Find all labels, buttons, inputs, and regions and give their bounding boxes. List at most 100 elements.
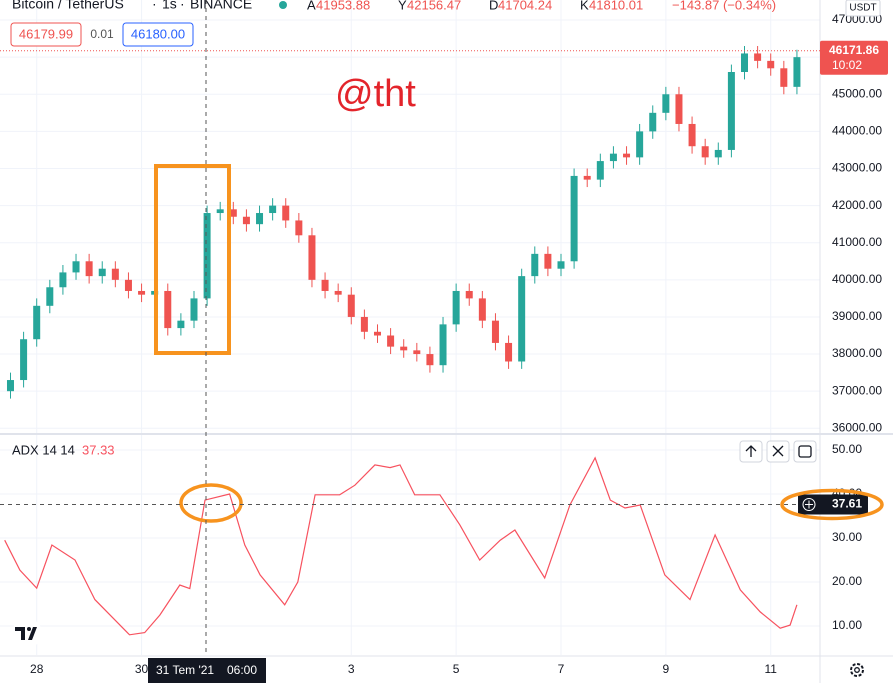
candle-body (413, 350, 421, 355)
candle-body (465, 290, 473, 299)
highlight-box (154, 164, 231, 355)
candle-body (741, 53, 749, 72)
symbol: Bitcoin / TetherUS (12, 0, 124, 12)
candle-body (321, 279, 329, 291)
candle-body (400, 346, 408, 351)
annotation: @tht (335, 73, 416, 115)
candle-body (229, 209, 237, 217)
candle-body (609, 153, 617, 162)
candle-body (662, 94, 670, 113)
candle-body (190, 298, 198, 321)
sell-box[interactable] (10, 22, 82, 47)
y-tick-label: 38000.00 (832, 346, 882, 360)
status-dot (279, 1, 287, 9)
candle-body (269, 205, 277, 214)
y-tick-label: 39000.00 (832, 309, 882, 323)
grid: 36000.00 37000.00 38000.00 39000.00 40000.00… (0, 0, 882, 676)
y-tick-label: 43000.00 (832, 161, 882, 175)
gear-center (854, 667, 860, 673)
y-tick-label: 40000.00 (832, 272, 882, 286)
candle-body (308, 235, 316, 280)
crosshair-date: 31 Tem '21 (156, 663, 214, 677)
currency[interactable]: USDT (849, 3, 876, 14)
y-tick-label: 41000.00 (832, 235, 882, 249)
candle-body (242, 216, 250, 225)
last-price-label: 46171.86 (829, 43, 879, 57)
marks (4, 46, 801, 636)
maximize-button[interactable] (793, 440, 817, 463)
exchange: BINANCE (190, 0, 252, 12)
separator: · (180, 0, 185, 12)
candle-body (754, 53, 762, 61)
candle-body (138, 290, 146, 295)
candle-body (387, 335, 395, 347)
candle-body (675, 94, 683, 124)
ohlc-value: 41953.88 (316, 0, 370, 12)
buy-box[interactable] (122, 22, 194, 47)
y-tick-label: 20.00 (832, 574, 862, 588)
candle-body (72, 261, 80, 273)
candle-body (452, 290, 460, 325)
close-icon (772, 445, 784, 457)
highlight-ellipse (780, 488, 884, 521)
candle-body (518, 276, 526, 362)
ohlc-value: 42156.47 (407, 0, 461, 12)
buy-price[interactable]: 46180.00 (131, 26, 185, 41)
candle-body (216, 209, 224, 214)
candle-body (6, 380, 14, 392)
adx-line (4, 456, 798, 636)
crosshair-value-box (798, 494, 868, 515)
ohlc: A 41953.88 Y 42156.47 D 41704.24 K 41810.01 (307, 0, 643, 12)
gear-icon[interactable] (850, 663, 864, 677)
candle-body (701, 146, 709, 158)
y-tick-label: 50.00 (832, 442, 862, 456)
candle-body (33, 305, 41, 340)
candle-body (46, 287, 54, 306)
y-tick-label: 44000.00 (832, 124, 882, 138)
candle-body (544, 253, 552, 269)
interval: 1s (162, 0, 177, 12)
candle-body (491, 320, 499, 343)
ohlc-value: 41810.01 (589, 0, 643, 12)
candle-body (203, 213, 211, 299)
candle-body (531, 253, 539, 277)
candle-body (780, 68, 788, 87)
indicator-value: 37.33 (82, 442, 115, 457)
ohlc-key: A (307, 0, 316, 12)
sell-price[interactable]: 46179.99 (19, 26, 73, 41)
crosshair-time: 06:00 (227, 663, 257, 677)
candle-body (596, 161, 604, 180)
x-tick-label: 9 (663, 662, 670, 676)
candle-body (557, 261, 565, 269)
last-price-box (820, 40, 888, 75)
candle-body (623, 153, 631, 158)
tv-logo (12, 618, 42, 648)
candle-body (505, 342, 513, 362)
candle-body (282, 205, 290, 221)
crosshair-plus-icon (805, 500, 813, 509)
candle-body (439, 324, 447, 366)
maximize-icon (798, 445, 812, 458)
y-tick-label: 36000.00 (832, 420, 882, 434)
candle-body (360, 316, 368, 332)
y-tick-label: 42000.00 (832, 198, 882, 212)
candle-body (295, 220, 303, 236)
candle-body (20, 339, 28, 381)
candle-body (793, 57, 801, 87)
candle-body (478, 298, 486, 321)
candle-body (59, 272, 67, 288)
settings[interactable] (850, 663, 864, 677)
candle-body (98, 268, 106, 277)
crosshair-plus[interactable] (802, 497, 816, 511)
y-tick-label: 30.00 (832, 530, 862, 544)
candle-body (688, 123, 696, 147)
logo-bg (12, 618, 42, 648)
pane-buttons (739, 440, 817, 463)
currency-box[interactable] (845, 0, 881, 17)
y-tick-label: 10.00 (832, 618, 862, 632)
x-tick-label: 11 (764, 662, 777, 676)
